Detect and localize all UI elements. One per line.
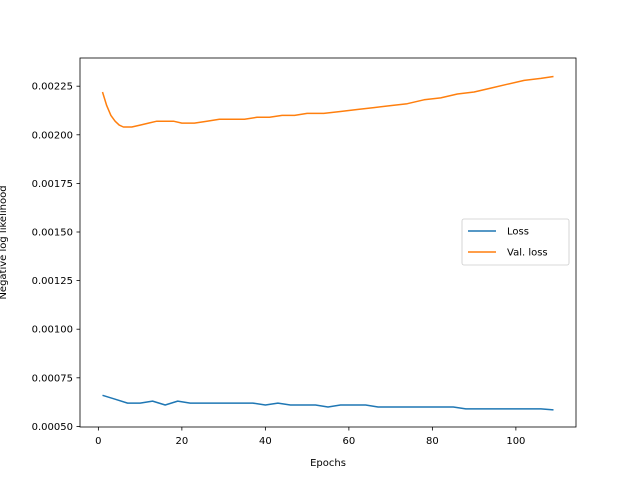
x-tick-label: 40 bbox=[259, 436, 272, 447]
y-tick-label: 0.00075 bbox=[32, 373, 73, 384]
axes: 0 20 40 60 80 100 0.00050 0.00075 0.00100 0.00125… bbox=[32, 57, 577, 447]
plot-area bbox=[101, 75, 554, 411]
x-tick-label: 100 bbox=[506, 436, 525, 447]
y-tick-label: 0.00150 bbox=[32, 228, 73, 239]
y-tick-label: 0.00225 bbox=[32, 82, 73, 93]
y-tick-label: 0.00100 bbox=[32, 325, 73, 336]
y-axis-label: Negative log likelihood bbox=[0, 185, 9, 299]
x-tick-label: 20 bbox=[176, 436, 189, 447]
y-tick-label: 0.00175 bbox=[32, 179, 73, 190]
series-line-loss bbox=[102, 394, 554, 411]
legend-label: Val. loss bbox=[507, 248, 548, 259]
series-line-val-loss bbox=[101, 75, 554, 128]
legend: Loss Val. loss bbox=[461, 218, 570, 266]
plot-frame bbox=[79, 57, 577, 428]
y-tick-label: 0.00125 bbox=[32, 276, 73, 287]
x-tick-label: 80 bbox=[426, 436, 439, 447]
y-tick-label: 0.00200 bbox=[32, 130, 73, 141]
x-axis-label: Epochs bbox=[310, 458, 346, 469]
y-tick-label: 0.00050 bbox=[32, 422, 73, 433]
x-tick-label: 0 bbox=[95, 436, 101, 447]
legend-label: Loss bbox=[507, 227, 529, 238]
x-tick-label: 60 bbox=[343, 436, 356, 447]
